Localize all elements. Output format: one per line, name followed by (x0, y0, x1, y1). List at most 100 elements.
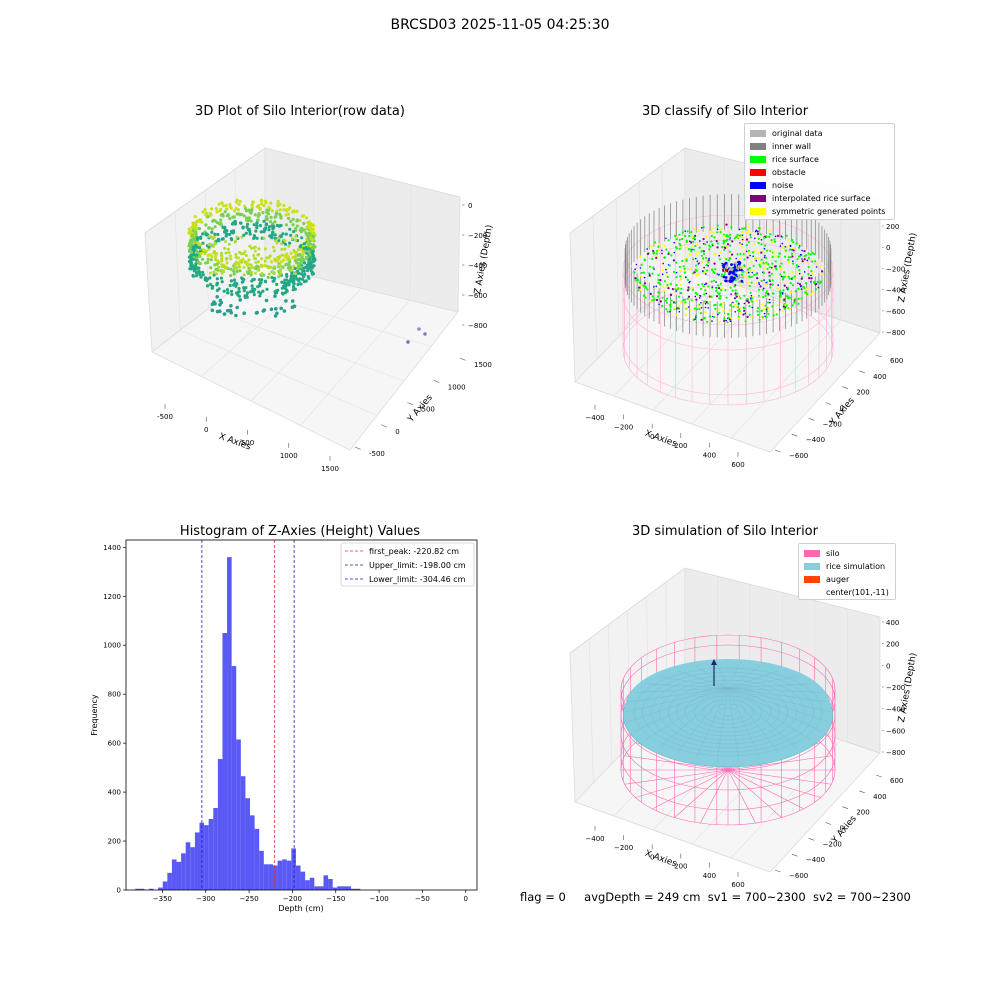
classified-point (687, 306, 690, 308)
classified-point (796, 258, 799, 261)
classified-point (669, 308, 672, 311)
data-point (252, 236, 256, 240)
data-point (308, 261, 312, 265)
classified-point (693, 307, 696, 310)
data-point (222, 289, 226, 293)
classified-point (779, 245, 782, 247)
classified-point (692, 228, 695, 231)
data-point (212, 251, 216, 255)
data-point (236, 293, 240, 297)
rice-mesh (684, 691, 771, 733)
data-point (235, 267, 239, 270)
data-point (218, 209, 222, 213)
classified-point (718, 287, 721, 290)
classified-point (769, 286, 772, 289)
classified-point (707, 265, 709, 267)
classified-point (713, 315, 716, 319)
classified-point (679, 283, 682, 286)
data-point (288, 227, 292, 231)
classified-point (731, 289, 734, 292)
classified-point (642, 271, 645, 274)
classified-point (746, 298, 749, 301)
classified-point (741, 270, 744, 273)
classified-point (686, 278, 689, 281)
rice-mesh (719, 707, 737, 717)
classified-point (675, 238, 678, 241)
data-point (248, 290, 253, 294)
classified-point (744, 320, 747, 323)
data-point (284, 208, 288, 212)
data-point (194, 227, 198, 231)
classified-point (768, 275, 771, 278)
y-tick (433, 379, 440, 383)
classified-point (727, 316, 730, 319)
y-tick-label: 0 (840, 405, 844, 413)
classified-point (762, 271, 765, 274)
histogram-bar (250, 815, 255, 890)
classified-point (657, 278, 660, 281)
classified-point (768, 229, 771, 232)
data-point (258, 281, 262, 285)
rice-mesh (727, 666, 760, 689)
classified-point (789, 248, 792, 251)
classified-point (642, 284, 645, 287)
data-point (302, 246, 306, 250)
classified-point (774, 235, 777, 238)
silo-spoke (624, 769, 729, 785)
outlier-point (423, 332, 427, 336)
classified-point (797, 282, 799, 285)
rice-mesh (727, 687, 829, 723)
classified-point (653, 298, 656, 301)
data-point (264, 298, 269, 303)
data-point (261, 211, 265, 215)
classified-point (761, 303, 764, 306)
data-point (257, 268, 261, 272)
classified-point (729, 244, 732, 247)
classified-point (639, 288, 642, 292)
classified-point (815, 262, 818, 265)
data-point (235, 269, 239, 274)
classified-point (756, 277, 759, 280)
obstacle-point (728, 268, 732, 271)
classified-point (758, 263, 761, 266)
x-tick-label: −250 (239, 895, 258, 903)
classified-point (718, 311, 721, 314)
data-point (224, 204, 228, 208)
rice-mesh (659, 679, 797, 745)
data-point (224, 240, 227, 244)
data-point (189, 257, 194, 261)
classified-point (768, 298, 771, 301)
data-point (257, 278, 261, 282)
classified-point (668, 264, 671, 267)
data-point (240, 212, 244, 216)
classified-point (695, 243, 699, 247)
classified-point (699, 294, 701, 297)
classified-point (757, 257, 761, 260)
data-point (254, 257, 258, 261)
classified-point (678, 295, 681, 298)
data-point (284, 232, 288, 236)
y-tick-label: 800 (108, 691, 121, 699)
classified-point (797, 302, 800, 305)
z-tick-label: −400 (886, 706, 905, 714)
classified-point (765, 316, 768, 319)
data-point (292, 230, 296, 234)
classified-point (764, 255, 766, 257)
data-point (282, 309, 287, 313)
data-point (260, 272, 264, 276)
classified-point (803, 258, 806, 261)
data-point (310, 266, 314, 270)
classified-point (714, 303, 717, 306)
classified-point (749, 298, 753, 301)
data-point (300, 277, 305, 281)
legend-label: original data (772, 128, 823, 138)
classified-point (771, 256, 774, 259)
classified-point (792, 249, 795, 252)
classified-point (669, 311, 671, 313)
data-point (237, 202, 241, 206)
classified-point (775, 255, 778, 258)
data-point (199, 275, 203, 279)
data-point (217, 265, 221, 269)
histogram-x-label: Depth (cm) (278, 904, 323, 913)
classified-point (803, 250, 806, 253)
